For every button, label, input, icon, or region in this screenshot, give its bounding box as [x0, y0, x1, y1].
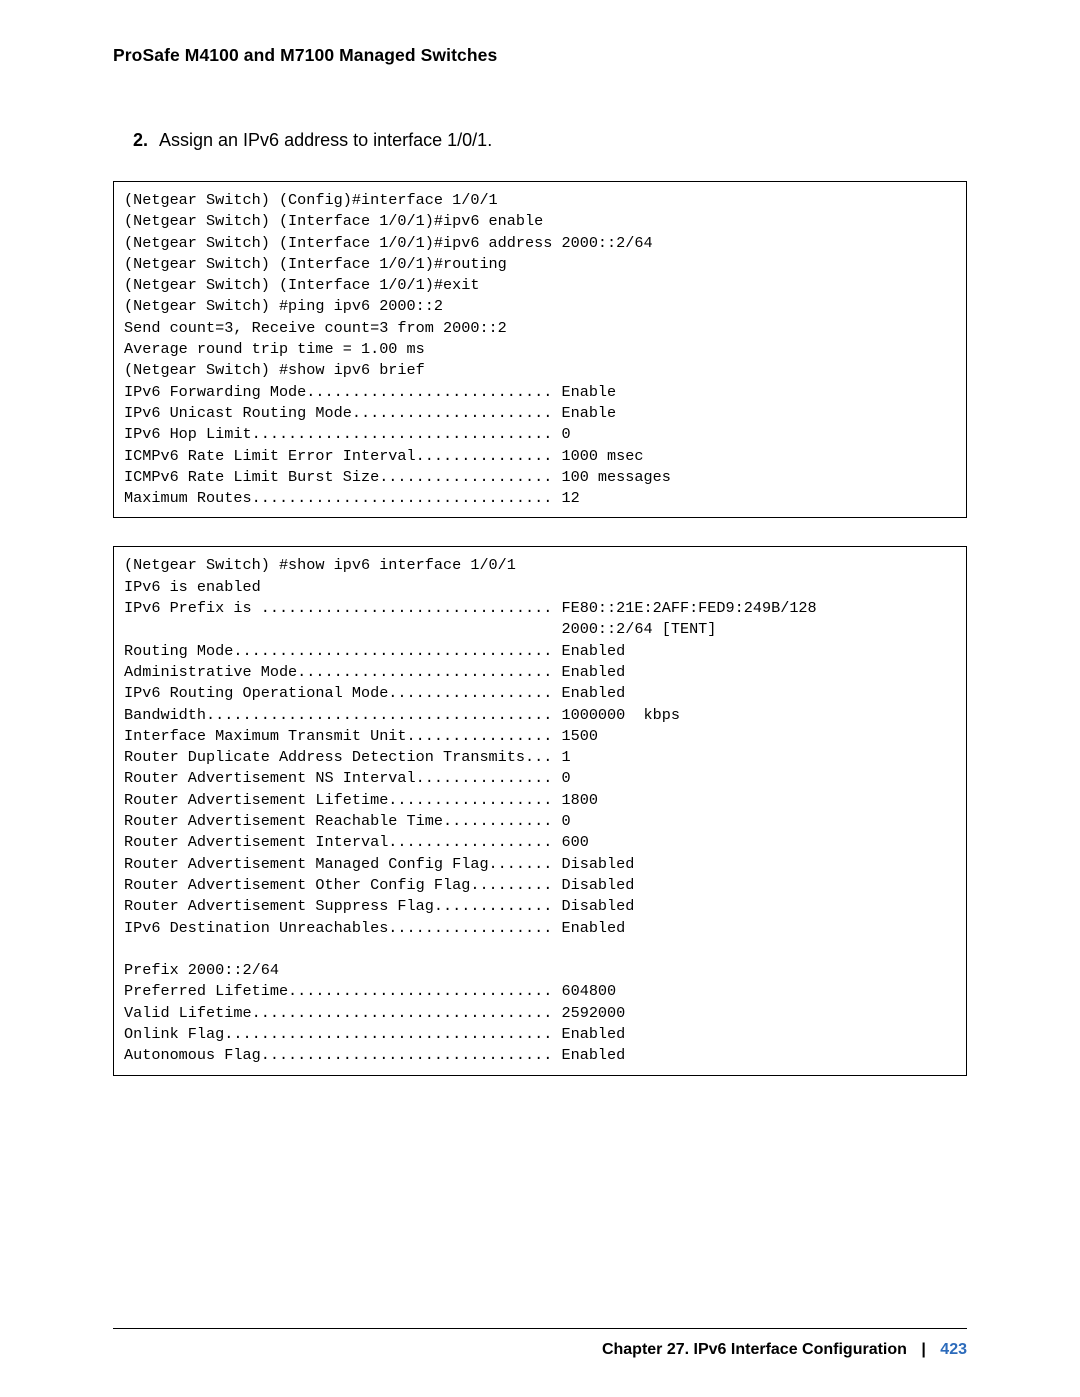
step-number: 2.: [133, 130, 159, 151]
document-header: ProSafe M4100 and M7100 Managed Switches: [113, 45, 967, 66]
footer-rule: [113, 1328, 967, 1329]
footer-chapter: Chapter 27. IPv6 Interface Configuration: [602, 1341, 907, 1358]
step-text: Assign an IPv6 address to interface 1/0/…: [159, 130, 492, 150]
page: ProSafe M4100 and M7100 Managed Switches…: [0, 0, 1080, 1397]
code-block-1: (Netgear Switch) (Config)#interface 1/0/…: [113, 181, 967, 518]
step-line: 2.Assign an IPv6 address to interface 1/…: [133, 130, 967, 151]
code-block-2: (Netgear Switch) #show ipv6 interface 1/…: [113, 546, 967, 1075]
footer-page-number: 423: [940, 1341, 967, 1358]
footer: Chapter 27. IPv6 Interface Configuration…: [113, 1341, 967, 1359]
footer-separator: |: [911, 1341, 935, 1358]
